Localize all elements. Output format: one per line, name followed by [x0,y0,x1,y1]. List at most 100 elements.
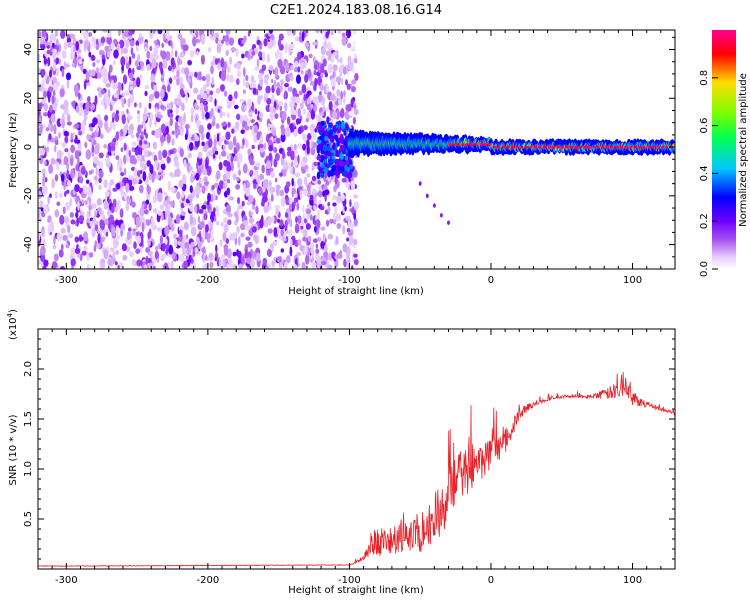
spectrogram-cell-1573 [96,198,102,206]
spectrogram-cell-1898 [236,63,241,70]
spectrogram-cell-2374 [310,104,314,109]
spectrogram-cell-1081 [58,192,64,199]
spectrogram-cell-960 [346,83,351,91]
spectrogram-cell-2467 [183,159,187,168]
spectrogram-cell-1415 [289,229,293,236]
spectrogram-cell-1159 [170,200,174,208]
spectrogram-cell-2417 [132,230,137,236]
spectrogram-cell-3850 [642,145,646,149]
spectrogram-cell-2390 [209,90,214,96]
spectrogram-cell-1983 [221,254,225,261]
spectrogram-cell-615 [149,45,153,52]
spectrogram-cell-1553 [193,87,199,94]
spectrogram-cell-2172 [70,45,74,54]
spectrogram-cell-2465 [243,114,248,120]
spectrogram-cell-2370 [201,76,206,81]
spectrogram-cell-519 [308,53,313,59]
spectrogram-cell-2331 [180,240,185,249]
spectrogram-cell-668 [135,225,138,231]
spectrogram-cell-951 [98,152,104,159]
spectrogram-cell-2326 [168,77,173,84]
spectrogram-cell-1686 [276,87,281,96]
spectrogram-cell-1304 [123,167,127,176]
spectrogram-cell-2076 [60,30,66,39]
spectrogram-cell-1913 [248,217,254,224]
spectrogram-cell-1852 [44,160,47,167]
spectrogram-cell-1239 [220,84,225,92]
spectrogram-cell-1592 [238,236,241,246]
spectrogram-cell-1941 [312,238,318,243]
spectrogram-cell-3855 [664,145,669,149]
spectrogram-cell-1059 [310,109,316,120]
spectrogram-cell-2596 [313,204,317,211]
spectrogram-cell-2359 [290,75,294,82]
spectrogram-cell-478 [69,33,76,39]
spectrogram-cell-1251 [116,199,121,210]
spectrogram-cell-2373 [52,244,57,250]
spectrogram-cell-1455 [344,205,347,212]
spectrogram-cell-1909 [159,88,165,99]
spectrogram-cell-795 [126,246,130,253]
spectrogram-cell-2315 [325,31,329,39]
spectrogram-cell-3826 [533,145,537,149]
spectrogram-cell-2551 [205,82,209,88]
spectrogram-cell-1900 [120,128,124,138]
spectrogram-cell-2757 [324,135,328,142]
spectrogram-cell-2272 [129,72,134,81]
spectrogram-cell-1676 [227,153,231,162]
spectrogram-cell-1528 [348,110,354,116]
spectrogram-cell-267 [243,105,248,111]
spectrogram-cell-1064 [183,221,189,231]
spectrogram-cell-1135 [311,260,316,269]
spectrogram-cell-1783 [271,94,275,105]
spectrogram-cell-2400 [100,36,106,44]
spectrogram-cell-2259 [70,219,76,225]
spectrogram-cell-2188 [175,128,181,136]
spectrogram-cell-2462 [353,212,357,220]
spectrogram-cell-988 [121,243,127,252]
spectrogram-x-axis-label: Height of straight line (km) [288,286,424,297]
spectrogram-cell-1086 [221,111,226,117]
spectrogram-cell-1624 [279,262,283,269]
spectrogram-cell-1515 [266,98,272,105]
spectrogram-cell-524 [226,73,230,82]
spectrogram-cell-382 [228,37,235,46]
spectrogram-cell-1078 [66,79,70,89]
spectrogram-cell-1758 [172,233,178,239]
spectrogram-cell-2544 [49,104,53,113]
spectrogram-cell-137 [214,32,220,38]
spectrogram-cell-2459 [276,256,282,261]
spectrogram-cell-1375 [167,261,171,268]
spectrogram-cell-618 [48,164,54,174]
spectrogram-cell-1778 [235,184,241,190]
spectrogram-cell-374 [284,83,289,88]
spectrogram-cell-1188 [286,116,291,125]
spectrogram-cell-2211 [206,200,210,206]
spectrogram-cell-1535 [83,39,90,49]
spectrogram-cell-1382 [307,235,312,243]
spectrogram-cell-1940 [52,42,55,48]
spectrogram-cell-702 [346,228,351,233]
spectrogram-cell-3845 [620,145,624,149]
spectrogram-cell-1956 [190,262,197,269]
spectrogram-cell-2270 [128,56,132,66]
spectrogram-cell-27 [74,236,80,243]
spectrogram-cell-1281 [225,169,231,179]
spectrogram-cell-2719 [318,166,324,174]
spectrogram-cell-2413 [91,36,97,44]
spectrogram-cell-1655 [161,50,167,60]
spectrogram-cell-3820 [506,145,510,149]
spectrogram-cell-3851 [647,145,651,149]
snr-y-scale-close: ) [8,309,19,313]
spectrogram-cell-2162 [332,194,337,201]
spectrogram-cell-196 [120,147,124,153]
spectrogram-cell-2017 [74,51,77,59]
spectrogram-cell-1992 [341,36,347,47]
spectrogram-cell-2286 [60,173,65,182]
spectrogram-cell-221 [238,169,242,176]
spectrogram-cell-551 [61,141,67,148]
spectrogram-cell-2592 [320,82,324,92]
spectrogram-cell-1810 [203,213,208,221]
spectrogram-cell-768 [47,195,50,205]
spectrogram-cell-1948 [205,73,211,83]
